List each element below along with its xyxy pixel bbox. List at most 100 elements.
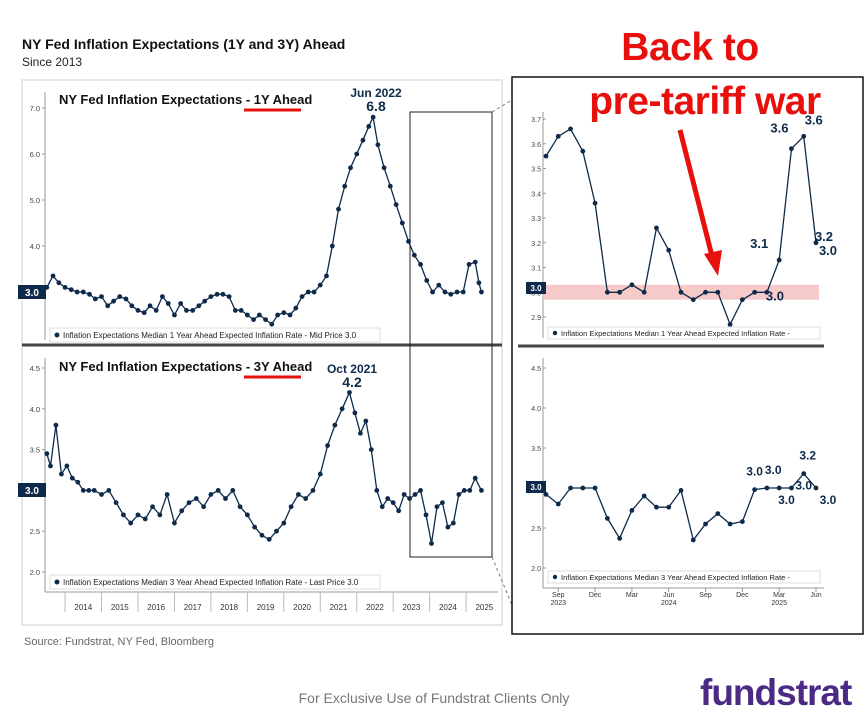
left-x-tick-label: 2023 [403,603,421,612]
left-top-point [472,259,478,265]
left-bottom-point [86,488,92,493]
left-bottom-point [69,475,75,481]
page-subtitle: Since 2013 [22,55,83,69]
left-top-point [293,305,299,311]
left-bottom-title-prefix: NY Fed Inflation Expectations - [59,359,254,374]
right-bottom-value-label: 3.2 [799,449,816,463]
left-bottom-point [368,447,374,452]
right-bottom-point [739,519,745,524]
left-top-point [196,303,202,309]
right-top-last-value: 3.0 [530,284,542,293]
left-bottom-point [423,512,429,518]
left-bottom-point [48,463,53,469]
left-top-series-line [46,115,483,326]
left-top-y-tick-label: 7.0 [30,104,40,113]
left-top-point [50,273,56,279]
left-bottom-point [230,488,236,493]
left-top-point [375,142,381,148]
left-bottom-y-tick-label: 2.0 [30,568,40,577]
right-bottom-point [580,485,586,491]
left-bottom-y-tick-label: 4.0 [30,405,40,414]
connector-top [491,99,513,113]
right-top-point [592,200,598,206]
left-x-tick-label: 2019 [257,603,275,612]
left-bottom-point [274,528,279,534]
left-top-panel-title: NY Fed Inflation Expectations - 1Y Ahead [59,92,312,107]
right-top-point [813,240,819,246]
right-bottom-point [703,521,708,527]
left-bottom-point [281,520,287,526]
right-x-month-label: Jun [810,592,821,599]
left-bottom-point [75,479,81,485]
left-bottom-point [352,410,358,416]
left-bottom-point [379,504,385,510]
right-top-value-label: 3.6 [805,112,823,127]
right-top-point [690,297,696,303]
right-bottom-point [543,492,549,497]
left-bottom-y-tick-label: 4.5 [30,364,40,373]
right-bottom-point [789,485,794,491]
left-top-point [454,289,460,295]
left-top-title-highlight: 1Y Ahead [254,92,313,107]
left-top-point [360,137,366,143]
left-top-point [92,296,98,302]
right-top-y-tick-label: 3.2 [531,241,541,248]
left-top-y-tick-label: 5.0 [30,196,40,205]
pointer-arrow-shaft [677,129,715,257]
left-bottom-point [347,390,352,395]
right-top-point [580,148,586,154]
left-top-point [220,291,226,297]
left-top-point [466,262,472,267]
left-top-point [123,296,129,302]
left-bottom-point [472,475,478,481]
source-note: Source: Fundstrat, NY Fed, Bloomberg [24,636,214,648]
left-bottom-point [53,422,59,428]
left-bottom-last-value: 3.0 [25,486,39,497]
left-bottom-point [390,500,396,506]
right-top-series-points [543,126,819,327]
left-top-point [153,308,159,313]
right-top-y-tick-label: 3.7 [531,117,541,124]
left-bottom-point [357,430,363,436]
left-bottom-point [429,541,434,546]
right-bottom-value-labels: 3.0 3.03.23.03.03.0 [746,449,836,507]
right-bottom-value-label: 3.0 [746,465,763,479]
left-top-point [354,151,360,157]
left-top-point [244,312,250,318]
right-top-point [617,289,623,295]
left-bottom-x-ticks: 2014 2015 2016 2017 2018 2019 2020 2021 2022 2023… [64,592,494,612]
left-top-panel: 3.0 4.0 5.0 6.0 7.0 NY Fed Inflation Expecta… [18,86,484,343]
right-bottom-y-tick-label: 2.0 [531,566,541,573]
right-top-point [641,289,647,295]
left-bottom-point [59,471,64,477]
left-top-point [381,165,387,171]
left-bottom-point [445,524,451,530]
left-bottom-annotation-date: Oct 2021 [327,362,377,376]
left-top-point [430,289,435,295]
left-x-tick-label: 2022 [366,603,384,612]
left-bottom-legend-box [49,574,381,590]
left-top-point [393,202,399,208]
left-top-title-prefix: NY Fed Inflation Expectations - [59,92,254,107]
left-bottom-annotation-value: 4.2 [342,374,362,390]
left-top-point [99,294,104,299]
left-bottom-point [157,512,163,518]
left-top-point [287,312,293,318]
left-x-tick-label: 2015 [111,603,129,612]
right-top-point [801,133,807,139]
left-top-point [324,273,329,279]
headline-line-2: pre-tariff war [589,80,821,123]
right-top-point [776,257,782,263]
left-bottom-point [266,536,272,542]
left-bottom-series-line [46,390,482,544]
left-top-point [370,114,376,120]
left-top-point [411,252,417,258]
right-bottom-y-tick-label: 4.0 [531,406,541,413]
left-top-point [129,303,135,309]
left-top-point [342,183,348,189]
right-top-y-tick-label: 3.5 [531,167,541,174]
left-top-point [238,308,244,313]
connector-bottom [491,556,513,606]
left-top-point [418,262,423,267]
left-top-point [399,220,405,226]
